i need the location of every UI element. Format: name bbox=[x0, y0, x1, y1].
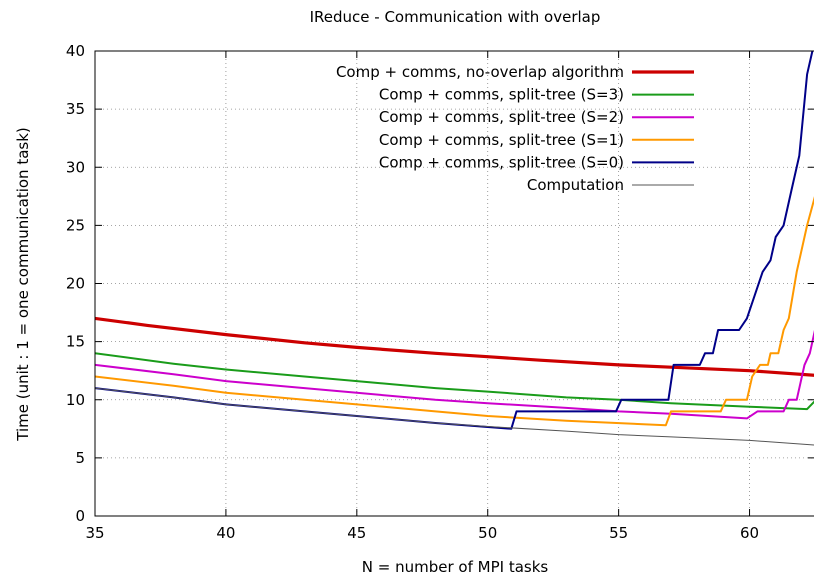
y-tick-label: 30 bbox=[66, 158, 85, 176]
legend-label-0: Comp + comms, no-overlap algorithm bbox=[336, 63, 624, 81]
y-tick-label: 15 bbox=[66, 333, 85, 351]
legend: Comp + comms, no-overlap algorithm Comp +… bbox=[336, 63, 694, 194]
axis-ticks: 35 40 45 50 55 60 0 5 10 15 20 25 30 35 40 bbox=[66, 42, 814, 542]
x-axis-label: N = number of MPI tasks bbox=[362, 558, 549, 576]
x-tick-label: 45 bbox=[347, 524, 366, 542]
legend-label-5: Computation bbox=[527, 176, 624, 194]
grid bbox=[95, 51, 814, 516]
x-tick-label: 55 bbox=[609, 524, 628, 542]
series-layer bbox=[95, 51, 814, 446]
y-tick-label: 10 bbox=[66, 391, 85, 409]
legend-label-3: Comp + comms, split-tree (S=1) bbox=[379, 131, 624, 149]
y-tick-label: 25 bbox=[66, 216, 85, 234]
x-tick-label: 60 bbox=[740, 524, 759, 542]
series-line-0 bbox=[95, 316, 814, 377]
y-tick-label: 20 bbox=[66, 275, 85, 293]
series-line-1 bbox=[95, 352, 814, 411]
y-tick-label: 0 bbox=[75, 507, 85, 525]
series-line-3 bbox=[95, 196, 814, 427]
x-tick-label: 35 bbox=[85, 524, 104, 542]
x-tick-label: 50 bbox=[478, 524, 497, 542]
legend-label-1: Comp + comms, split-tree (S=3) bbox=[379, 86, 624, 104]
y-tick-label: 35 bbox=[66, 100, 85, 118]
y-tick-label: 40 bbox=[66, 42, 85, 60]
x-tick-label: 40 bbox=[216, 524, 235, 542]
series-line-5 bbox=[95, 387, 814, 446]
chart-title: IReduce - Communication with overlap bbox=[310, 8, 601, 26]
legend-label-4: Comp + comms, split-tree (S=0) bbox=[379, 153, 624, 171]
series-line-2 bbox=[95, 329, 814, 420]
y-tick-label: 5 bbox=[75, 449, 85, 467]
legend-label-2: Comp + comms, split-tree (S=2) bbox=[379, 108, 624, 126]
y-axis-label: Time (unit : 1 = one communication task) bbox=[14, 127, 32, 442]
